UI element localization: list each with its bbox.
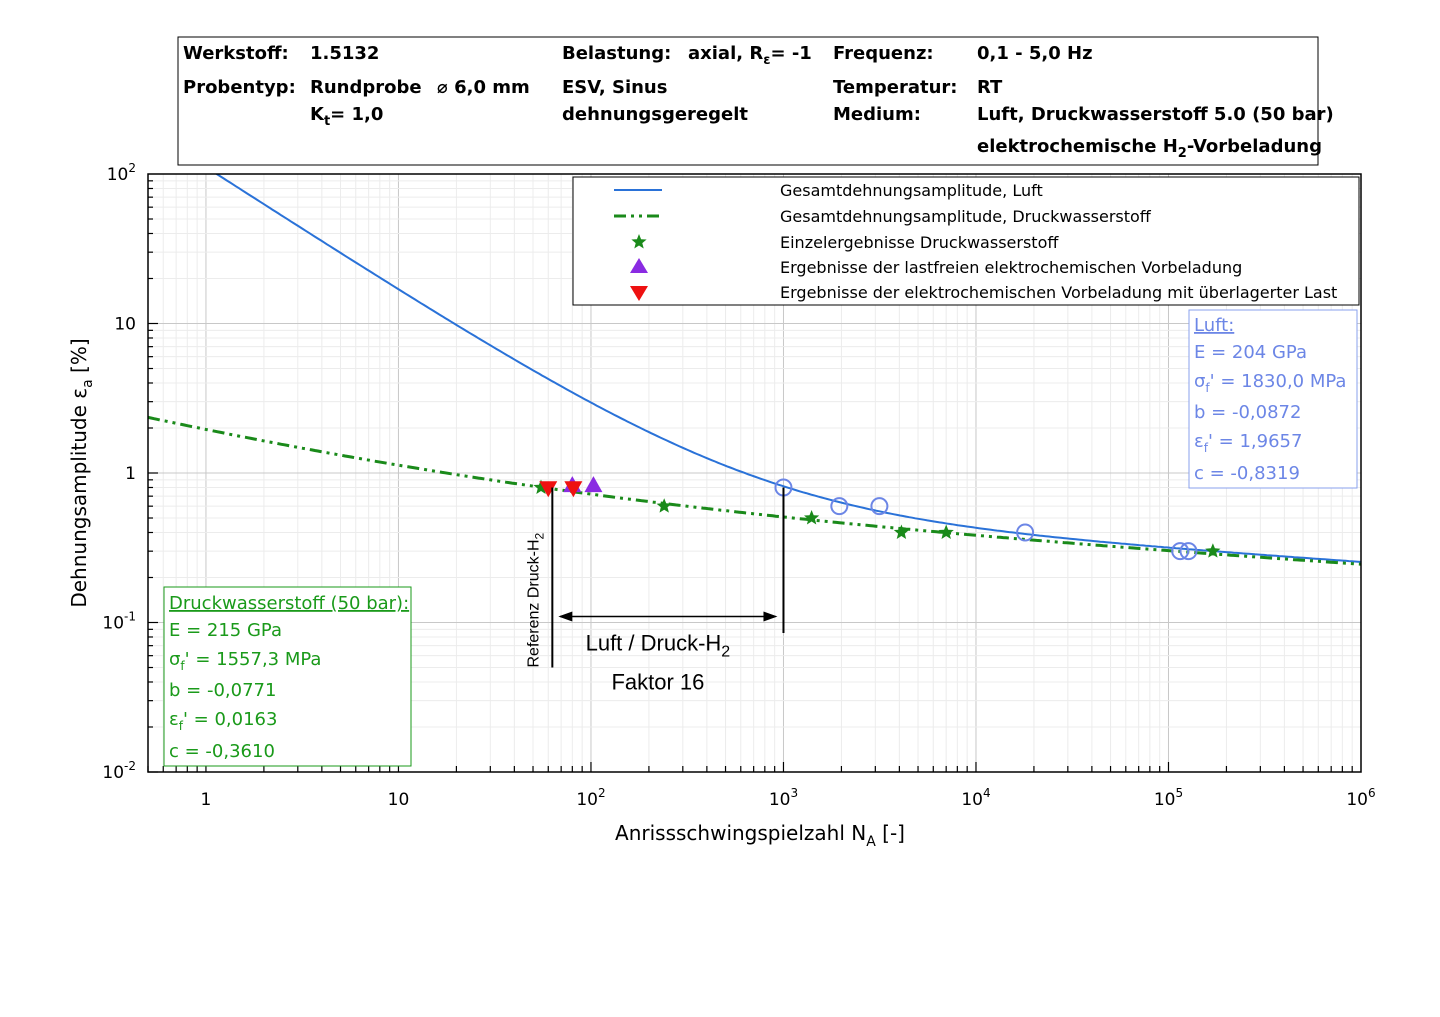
luft-parameters-box: Luft: E = 204 GPa σf' = 1830,0 MPa b = -… — [1188, 309, 1358, 489]
x-tick-label: 106 — [1346, 786, 1375, 810]
legend: Gesamtdehnungsamplitude, Luft Gesamtdehn… — [572, 176, 1360, 306]
h2-box-sigma: σf' = 1557,3 MPa — [169, 649, 321, 673]
x-tick-label: 105 — [1154, 786, 1183, 810]
y-tick-label: 10-2 — [102, 759, 136, 783]
temperatur-value: RT — [977, 77, 1003, 98]
kt-value: Kt= 1,0 — [310, 104, 383, 129]
last-triangle-point — [564, 481, 583, 498]
luft-circle-point — [830, 497, 849, 516]
medium-value: Luft, Druckwasserstoff 5.0 (50 bar) — [977, 104, 1334, 125]
h2-star-point — [656, 498, 672, 513]
medium-value-2: elektrochemische H2-Vorbeladung — [977, 136, 1322, 161]
h2-star-point — [893, 524, 909, 539]
x-tick-label: 10 — [388, 790, 410, 810]
medium-label: Medium: — [833, 104, 921, 125]
werkstoff-label: Werkstoff: — [183, 43, 289, 64]
h2-parameters-box: Druckwasserstoff (50 bar): E = 215 GPa σ… — [163, 586, 412, 767]
ratio-label: Luft / Druck-H2 — [586, 631, 731, 661]
h2-box-e: E = 215 GPa — [169, 620, 282, 641]
legend-box — [572, 176, 1360, 306]
belastung-label: Belastung: — [562, 43, 671, 64]
y-tick-label: 10-1 — [102, 610, 136, 634]
luft-circle-point — [1171, 542, 1190, 561]
factor-label: Faktor 16 — [611, 670, 704, 695]
factor-arrow-head-left — [558, 611, 573, 622]
luft-box-b: b = -0,0872 — [1194, 402, 1301, 423]
legend-label-h2: Gesamtdehnungsamplitude, Druckwasserstof… — [780, 207, 1152, 226]
esv-value: ESV, Sinus — [562, 77, 667, 98]
lastfrei-triangle-point — [584, 476, 603, 493]
y-axis-label: Dehnungsamplitude εa [%] — [67, 338, 96, 607]
legend-triangle-up-marker — [630, 258, 648, 273]
y-tick-label: 102 — [107, 161, 136, 185]
legend-triangle-down-marker — [630, 286, 648, 301]
belastung-value: axial, Rε= -1 — [688, 43, 812, 68]
luft-box-eps: εf' = 1,9657 — [1194, 431, 1302, 455]
x-tick-label: 103 — [769, 786, 798, 810]
data-points — [533, 476, 1221, 561]
legend-star-marker — [631, 234, 647, 249]
y-tick-label: 10 — [114, 315, 136, 335]
legend-label-lastfrei: Ergebnisse der lastfreien elektrochemisc… — [780, 258, 1242, 277]
frequenz-label: Frequenz: — [833, 43, 934, 64]
luft-box-c: c = -0,8319 — [1194, 463, 1300, 484]
werkstoff-value: 1.5132 — [310, 43, 379, 64]
luft-box-title: Luft: — [1194, 315, 1234, 336]
x-tick-label: 102 — [576, 786, 605, 810]
h2-star-point — [533, 479, 549, 494]
temperatur-label: Temperatur: — [833, 77, 957, 98]
legend-label-h2-points: Einzelergebnisse Druckwasserstoff — [780, 233, 1059, 252]
factor-arrow-head-right — [763, 611, 778, 622]
luft-circle-point — [1179, 542, 1198, 561]
probentyp-label: Probentyp: — [183, 77, 296, 98]
axis-ticks: 1 10 102 103 104 105 106 10-2 10-1 1 10 102 — [102, 161, 1375, 810]
curves — [148, 174, 1361, 566]
h2-box-title: Druckwasserstoff (50 bar): — [169, 593, 409, 614]
annotations: Referenz Druck-H2 Luft / Druck-H2 Faktor 1… — [525, 487, 785, 695]
x-tick-label: 104 — [961, 786, 990, 810]
x-axis-label: Anrissschwingspielzahl NA [-] — [615, 821, 905, 850]
luft-circle-point — [1016, 523, 1035, 542]
luft-curve — [214, 174, 1361, 563]
test-parameters-box: Werkstoff: 1.5132 Probentyp: Rundprobe ⌀… — [177, 36, 1334, 166]
luft-box-sigma: σf' = 1830,0 MPa — [1194, 371, 1346, 395]
control-mode-value: dehnungsgeregelt — [562, 104, 748, 125]
h2-box-b: b = -0,0771 — [169, 680, 276, 701]
probentyp-value: Rundprobe — [310, 77, 422, 98]
last-triangle-point — [539, 481, 558, 498]
h2-star-point — [938, 524, 954, 539]
reference-label: Referenz Druck-H2 — [525, 532, 546, 667]
h2-star-point — [1205, 543, 1221, 558]
luft-circle-point — [870, 497, 889, 516]
h2-curve — [148, 415, 1361, 566]
h2-box-c: c = -0,3610 — [169, 741, 275, 762]
h2-box-eps: εf' = 0,0163 — [169, 709, 277, 733]
legend-label-last: Ergebnisse der elektrochemischen Vorbela… — [780, 283, 1337, 302]
luft-box-e: E = 204 GPa — [1194, 342, 1307, 363]
x-tick-label: 1 — [201, 790, 212, 810]
h2-star-point — [804, 510, 820, 525]
frequenz-value: 0,1 - 5,0 Hz — [977, 43, 1093, 64]
diameter-value: ⌀ 6,0 mm — [437, 77, 530, 98]
y-tick-label: 1 — [125, 464, 136, 484]
legend-label-luft: Gesamtdehnungsamplitude, Luft — [780, 181, 1043, 200]
